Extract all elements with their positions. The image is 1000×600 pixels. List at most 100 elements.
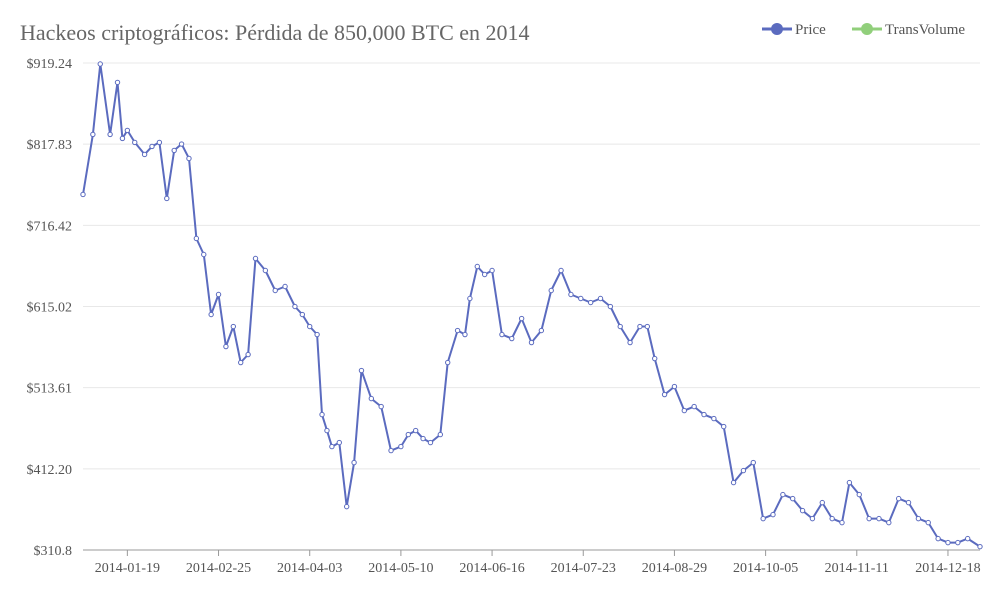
price-point (652, 355, 658, 362)
price-point (671, 383, 678, 390)
price-point (262, 267, 269, 274)
price-point (292, 303, 298, 310)
y-tick-label: $513.61 (27, 382, 73, 397)
price-point (740, 467, 747, 474)
price-point (721, 423, 727, 430)
price-point (799, 507, 806, 514)
x-tick-label: 2014-11-11 (825, 561, 889, 576)
x-tick-label: 2014-10-05 (733, 561, 798, 576)
price-point (691, 403, 697, 410)
series-price (80, 61, 983, 550)
price-point (336, 439, 342, 446)
price-point (398, 443, 404, 450)
price-line (82, 63, 981, 548)
y-tick-label: $615.02 (27, 301, 73, 316)
price-point (597, 295, 604, 302)
price-point (915, 515, 922, 522)
price-point (481, 271, 488, 278)
price-point (770, 511, 776, 518)
price-point (358, 367, 365, 374)
price-point (405, 431, 411, 438)
price-point (124, 127, 131, 134)
x-tick-label: 2014-07-23 (551, 561, 616, 576)
price-point (427, 439, 434, 446)
x-tick-label: 2014-04-03 (277, 561, 342, 576)
price-point (528, 339, 535, 346)
price-point (388, 447, 394, 454)
price-point (282, 283, 288, 290)
price-point (223, 343, 229, 350)
price-point (171, 147, 177, 154)
price-point (866, 515, 872, 522)
price-point (637, 323, 643, 330)
price-point (319, 411, 325, 418)
price-point (193, 235, 200, 242)
price-point (760, 515, 766, 522)
price-point (412, 427, 419, 434)
price-point (499, 331, 505, 338)
price-point (681, 407, 687, 414)
y-axis: $310.8 $412.20 $513.61 $615.02 $716.42 $817.8… (27, 57, 73, 559)
price-point (558, 267, 564, 274)
price-point (272, 287, 278, 294)
price-point (474, 263, 480, 270)
price-point (368, 395, 375, 402)
y-tick-label: $919.24 (27, 57, 73, 72)
price-point (964, 535, 971, 542)
price-point (467, 295, 473, 302)
legend: Price TransVolume (762, 22, 965, 38)
price-point (955, 539, 961, 546)
x-tick-label: 2014-02-25 (186, 561, 251, 576)
price-point (230, 323, 237, 330)
x-tick-label: 2014-08-29 (642, 561, 707, 576)
chart-title: Hackeos criptográficos: Pérdida de 850,0… (20, 20, 530, 45)
grid-lines (83, 62, 980, 551)
y-tick-label: $412.20 (27, 463, 73, 478)
x-tick-label: 2014-05-10 (368, 561, 433, 576)
legend-item-transvolume[interactable]: TransVolume (852, 22, 965, 38)
price-point (886, 519, 892, 526)
price-point (114, 79, 121, 86)
legend-label: TransVolume (885, 22, 965, 38)
price-point (538, 327, 545, 334)
price-point (945, 539, 951, 546)
price-point (90, 131, 96, 138)
legend-marker (861, 23, 873, 35)
price-point (156, 139, 163, 146)
price-point (905, 499, 912, 506)
price-point (462, 331, 468, 338)
price-point (548, 287, 554, 294)
price-point (119, 135, 126, 142)
price-point (856, 491, 862, 498)
price-point (661, 391, 668, 398)
price-point (201, 251, 207, 258)
price-point (819, 499, 825, 506)
price-point (568, 291, 574, 298)
price-point (627, 339, 633, 346)
price-point (750, 459, 756, 466)
price-point (607, 303, 614, 310)
price-point (141, 151, 148, 158)
price-point (578, 295, 584, 302)
price-point (299, 311, 306, 318)
price-point (489, 267, 495, 274)
price-point (587, 299, 594, 306)
price-point (149, 143, 155, 150)
price-point (809, 515, 816, 522)
price-point (895, 495, 902, 502)
price-point (935, 535, 941, 542)
price-point (509, 335, 515, 342)
price-point (846, 479, 853, 486)
x-tick-label: 2014-06-16 (459, 561, 524, 576)
y-tick-label: $817.83 (27, 138, 73, 153)
price-point (730, 479, 737, 486)
price-point (97, 61, 103, 67)
price-point (518, 315, 525, 322)
price-point (245, 351, 251, 358)
price-point (164, 195, 170, 202)
legend-item-price[interactable]: Price (762, 22, 826, 38)
price-point (378, 403, 384, 410)
price-point (644, 323, 651, 330)
price-point (790, 495, 796, 502)
